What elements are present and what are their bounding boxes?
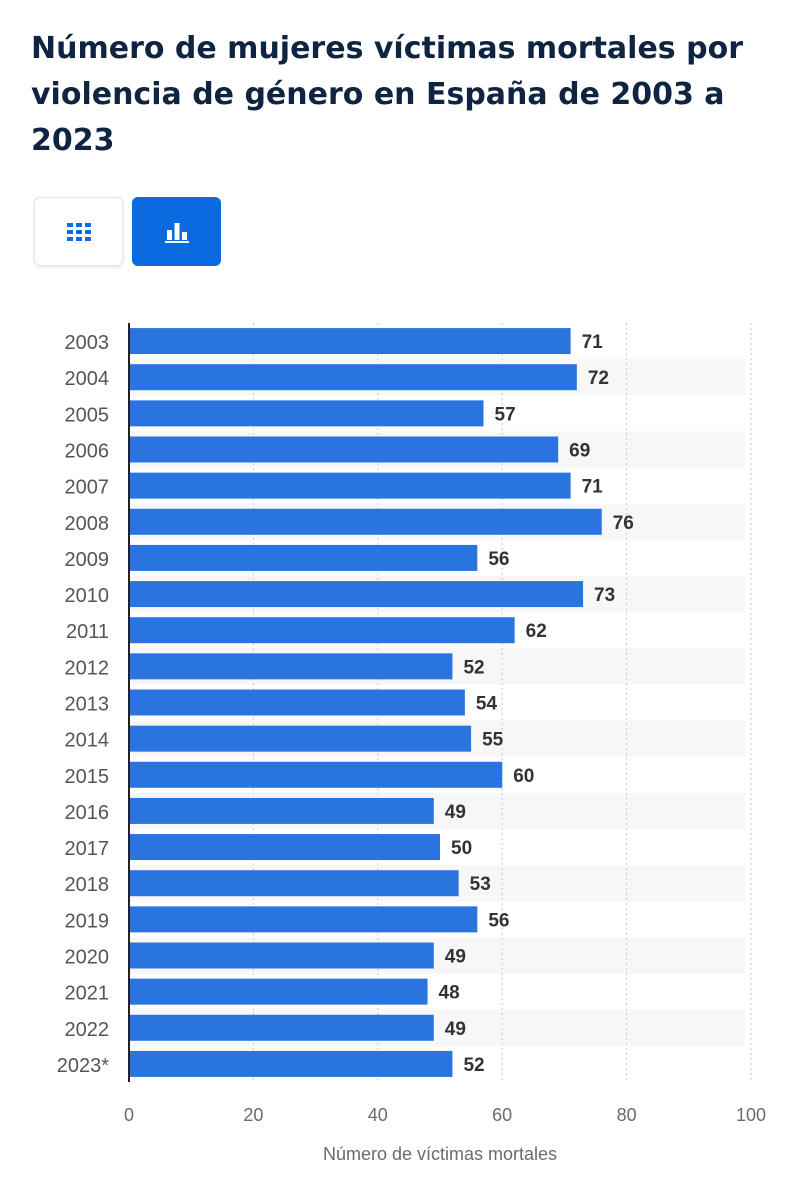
category-label: 2019 <box>65 910 110 932</box>
x-tick-label: 60 <box>492 1105 512 1125</box>
category-label: 2011 <box>66 621 109 643</box>
data-label: 76 <box>613 513 634 534</box>
category-label: 2003 <box>65 332 110 354</box>
bar <box>129 653 453 680</box>
bar <box>129 400 484 427</box>
data-label: 56 <box>488 549 509 570</box>
bar <box>129 689 465 716</box>
bar <box>129 544 478 571</box>
bar <box>129 834 440 861</box>
category-label: 2017 <box>65 838 110 860</box>
category-label: 2021 <box>65 983 110 1005</box>
x-tick-label: 40 <box>368 1105 388 1125</box>
bar <box>129 870 459 897</box>
category-label: 2023* <box>57 1055 109 1077</box>
category-label: 2013 <box>65 694 110 716</box>
data-label: 53 <box>470 874 491 895</box>
bar <box>129 1050 453 1077</box>
bar <box>129 906 478 933</box>
category-label: 2015 <box>65 766 110 788</box>
category-label: 2016 <box>65 802 110 824</box>
data-label: 71 <box>582 477 604 498</box>
x-tick-label: 20 <box>243 1105 263 1125</box>
category-label: 2014 <box>65 730 110 752</box>
bar <box>129 725 472 752</box>
data-label: 69 <box>569 441 590 462</box>
bar <box>129 942 434 969</box>
data-label: 56 <box>488 910 509 931</box>
category-label: 2018 <box>65 874 110 896</box>
data-label: 57 <box>495 404 516 425</box>
table-view-button[interactable] <box>34 197 123 266</box>
bar <box>129 978 428 1005</box>
bar <box>129 328 571 355</box>
category-label: 2022 <box>65 1019 110 1041</box>
x-tick-label: 100 <box>736 1105 766 1125</box>
data-label: 60 <box>513 766 534 787</box>
x-tick-label: 80 <box>617 1105 637 1125</box>
bar <box>129 761 503 788</box>
data-label: 73 <box>594 585 615 606</box>
bar <box>129 797 434 824</box>
bar <box>129 508 602 535</box>
bar <box>129 472 571 499</box>
bar <box>129 364 577 391</box>
data-label: 52 <box>463 657 484 678</box>
category-label: 2007 <box>65 477 110 499</box>
bar <box>129 581 584 608</box>
data-label: 71 <box>582 332 604 353</box>
category-label: 2006 <box>65 441 110 463</box>
data-label: 52 <box>463 1055 484 1076</box>
data-label: 50 <box>451 838 472 859</box>
bar <box>129 1014 434 1041</box>
data-label: 55 <box>482 730 504 751</box>
category-label: 2012 <box>65 657 110 679</box>
bar-chart-icon <box>164 222 189 243</box>
data-label: 49 <box>445 802 466 823</box>
bar <box>129 617 515 644</box>
data-label: 54 <box>476 694 498 715</box>
data-label: 62 <box>526 621 547 642</box>
bar <box>129 436 559 463</box>
chart-view-button[interactable] <box>132 197 221 266</box>
grid-icon <box>66 222 91 241</box>
chart-title: Número de mujeres víctimas mortales por … <box>31 31 743 158</box>
data-label: 72 <box>588 368 609 389</box>
x-tick-label: 0 <box>124 1105 134 1125</box>
x-axis-label: Número de víctimas mortales <box>323 1144 557 1164</box>
data-label: 49 <box>445 947 466 968</box>
data-label: 48 <box>439 983 460 1004</box>
category-label: 2009 <box>65 549 110 571</box>
category-label: 2008 <box>65 513 110 535</box>
category-label: 2004 <box>65 368 110 390</box>
category-label: 2010 <box>65 585 110 607</box>
category-label: 2005 <box>65 404 110 426</box>
data-label: 49 <box>445 1019 466 1040</box>
category-label: 2020 <box>65 947 110 969</box>
